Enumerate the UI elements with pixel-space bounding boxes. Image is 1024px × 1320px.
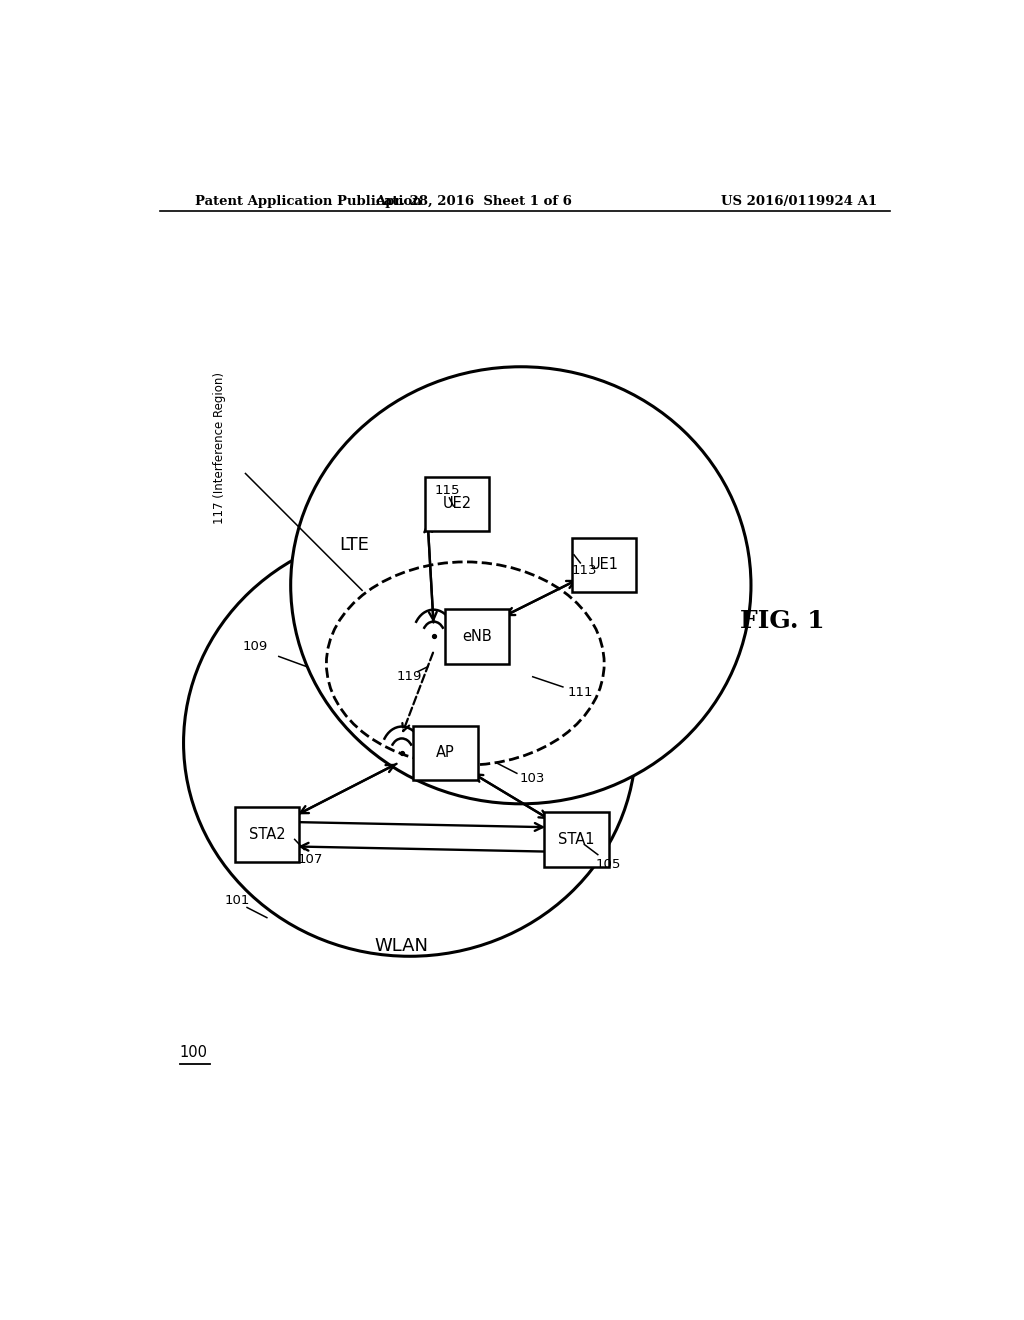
- Text: AP: AP: [436, 746, 455, 760]
- Text: UE1: UE1: [590, 557, 618, 573]
- Text: 103: 103: [520, 772, 546, 785]
- Ellipse shape: [327, 562, 604, 766]
- Text: eNB: eNB: [462, 628, 493, 644]
- Text: 105: 105: [595, 858, 621, 871]
- Text: 111: 111: [567, 685, 593, 698]
- Text: 117 (Interference Region): 117 (Interference Region): [213, 372, 225, 524]
- Ellipse shape: [291, 367, 751, 804]
- FancyBboxPatch shape: [234, 807, 299, 862]
- Text: 113: 113: [571, 564, 597, 577]
- Text: WLAN: WLAN: [375, 937, 429, 956]
- FancyBboxPatch shape: [414, 726, 477, 780]
- FancyBboxPatch shape: [544, 812, 608, 867]
- Text: STA2: STA2: [249, 826, 286, 842]
- Text: STA1: STA1: [558, 832, 595, 847]
- FancyBboxPatch shape: [572, 537, 636, 593]
- FancyBboxPatch shape: [445, 609, 509, 664]
- Text: LTE: LTE: [339, 536, 369, 553]
- Text: 119: 119: [397, 671, 423, 684]
- Text: 109: 109: [243, 640, 267, 653]
- Text: 115: 115: [434, 484, 460, 498]
- FancyBboxPatch shape: [425, 477, 489, 532]
- Text: 101: 101: [225, 894, 250, 907]
- Text: Patent Application Publication: Patent Application Publication: [196, 194, 422, 207]
- Text: US 2016/0119924 A1: US 2016/0119924 A1: [721, 194, 877, 207]
- Text: UE2: UE2: [442, 496, 472, 511]
- Ellipse shape: [183, 529, 636, 956]
- Text: 100: 100: [179, 1045, 208, 1060]
- Text: Apr. 28, 2016  Sheet 1 of 6: Apr. 28, 2016 Sheet 1 of 6: [375, 194, 571, 207]
- Text: 107: 107: [298, 853, 324, 866]
- Text: FIG. 1: FIG. 1: [740, 609, 825, 632]
